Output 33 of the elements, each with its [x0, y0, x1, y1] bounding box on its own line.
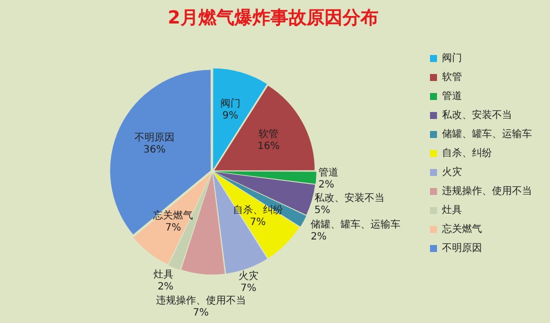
data-label: 2% [318, 179, 334, 190]
legend-label: 自杀、纠纷 [442, 147, 492, 160]
legend-label: 违规操作、使用不当 [442, 185, 532, 198]
data-label: 16% [258, 141, 280, 152]
legend-label: 阀门 [442, 52, 462, 64]
legend-label: 不明原因 [442, 243, 482, 254]
data-label: 7% [165, 222, 182, 234]
data-label: 7% [192, 307, 209, 318]
chart-title: 2月燃气爆炸事故原因分布 [168, 7, 378, 28]
data-label: 36% [143, 144, 166, 156]
slice-label: 阀门 [220, 97, 240, 110]
slice-label: 管道 [318, 166, 338, 178]
slice-label: 灶具 [153, 268, 174, 281]
legend-label: 忘关燃气 [442, 223, 482, 236]
legend-label: 软管 [442, 71, 462, 84]
slice-label: 软管 [258, 128, 279, 140]
legend-label: 灶具 [442, 204, 462, 216]
slice-label: 违规操作、使用不当 [156, 294, 246, 306]
data-label: 7% [250, 217, 266, 228]
data-label: 9% [222, 110, 238, 122]
data-label: 7% [240, 283, 256, 294]
legend-label: 私改、安装不当 [442, 109, 512, 122]
data-label: 2% [158, 282, 174, 293]
slice-label: 私改、安装不当 [314, 192, 384, 204]
slice-label: 忘关燃气 [153, 210, 194, 222]
slice-label: 储罐、罐车、运输车 [310, 218, 401, 231]
legend-label: 储罐、罐车、运输车 [442, 128, 532, 140]
slice-label: 不明原因 [134, 132, 175, 144]
legend-label: 火灾 [442, 166, 462, 178]
data-label: 2% [310, 232, 327, 243]
slice-label: 火灾 [238, 270, 258, 282]
data-label: 5% [314, 204, 330, 216]
legend-label: 管道 [442, 90, 462, 102]
